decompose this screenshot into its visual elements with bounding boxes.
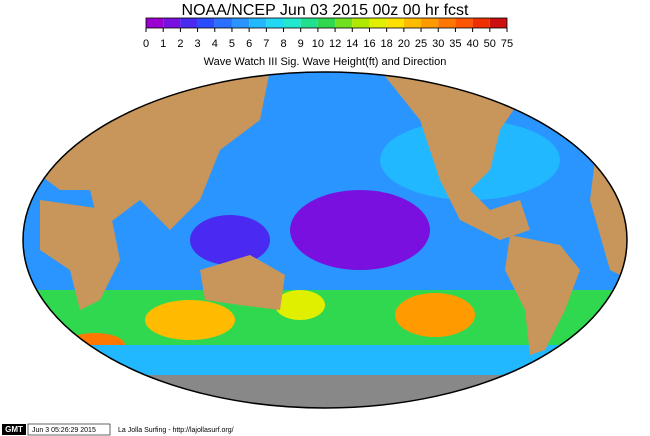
colorbar-swatch <box>249 18 267 28</box>
land <box>40 200 120 310</box>
colorbar-label: 12 <box>329 38 341 50</box>
colorbar-label: 20 <box>398 38 410 50</box>
title: NOAA/NCEP Jun 03 2015 00z 00 hr fcst <box>182 2 470 19</box>
colorbar: 0 1 2 3 4 5 6 7 8 9 10 12 14 16 18 20 25 30 35 40 50 75 <box>143 17 513 50</box>
badge: GMT <box>5 425 23 434</box>
badge-box <box>2 424 26 435</box>
colorbar-label: 7 <box>263 38 269 50</box>
colorbar-label: 30 <box>432 38 444 50</box>
colorbar-label: 3 <box>195 38 201 50</box>
colorbar-swatch <box>266 18 284 28</box>
wave-region <box>275 290 325 320</box>
land <box>380 72 540 240</box>
colorbar-label: 4 <box>212 38 218 50</box>
map <box>23 72 627 408</box>
wave-region <box>190 215 270 265</box>
colorbar-swatch <box>352 18 370 28</box>
colorbar-swatch <box>283 18 301 28</box>
stamp-box <box>27 423 111 436</box>
colorbar-swatch <box>369 18 387 28</box>
colorbar-swatch <box>146 18 164 28</box>
colorbar-label: 14 <box>346 38 358 50</box>
colorbar-swatch <box>489 18 507 28</box>
land <box>505 235 580 355</box>
wave-region <box>290 190 430 270</box>
ice <box>23 375 627 408</box>
land <box>200 255 285 310</box>
colorbar-swatch <box>472 18 490 28</box>
colorbar-label: 50 <box>484 38 496 50</box>
colorbar-label: 18 <box>381 38 393 50</box>
colorbar-swatch <box>335 18 353 28</box>
colorbar-label: 2 <box>177 38 183 50</box>
colorbar-label: 25 <box>415 38 427 50</box>
colorbar-label: 6 <box>246 38 252 50</box>
colorbar-swatch <box>231 18 250 28</box>
colorbar-swatch <box>421 18 439 28</box>
colorbar-label: 9 <box>298 38 304 50</box>
colorbar-label: 10 <box>312 38 324 50</box>
map-border <box>22 71 628 409</box>
colorbar-swatch <box>180 18 198 28</box>
colorbar-swatch <box>317 18 336 28</box>
colorbar-swatch <box>300 18 318 28</box>
colorbar-swatch <box>386 18 404 28</box>
colorbar-label: 40 <box>466 38 478 50</box>
colorbar-swatch <box>197 18 215 28</box>
colorbar-swatch <box>455 18 473 28</box>
colorbar-label: 16 <box>363 38 375 50</box>
credit: La Jolla Surfing - http://lajollasurf.or… <box>118 427 234 434</box>
colorbar-swatch <box>214 18 232 28</box>
colorbar-label: 8 <box>280 38 286 50</box>
colorbar-label: 0 <box>143 38 149 50</box>
wave-region <box>395 293 475 337</box>
colorbar-frame <box>145 17 508 29</box>
colorbar-swatch <box>403 18 422 28</box>
subtitle: Wave Watch III Sig. Wave Height(ft) and … <box>204 56 447 68</box>
wave-region <box>145 300 235 340</box>
colorbar-label: 75 <box>501 38 513 50</box>
colorbar-label: 1 <box>160 38 166 50</box>
colorbar-label: 5 <box>229 38 235 50</box>
stamp: Jun 3 05:26:29 2015 <box>32 427 96 434</box>
colorbar-swatch <box>438 18 456 28</box>
colorbar-label: 35 <box>449 38 461 50</box>
colorbar-swatch <box>163 18 181 28</box>
